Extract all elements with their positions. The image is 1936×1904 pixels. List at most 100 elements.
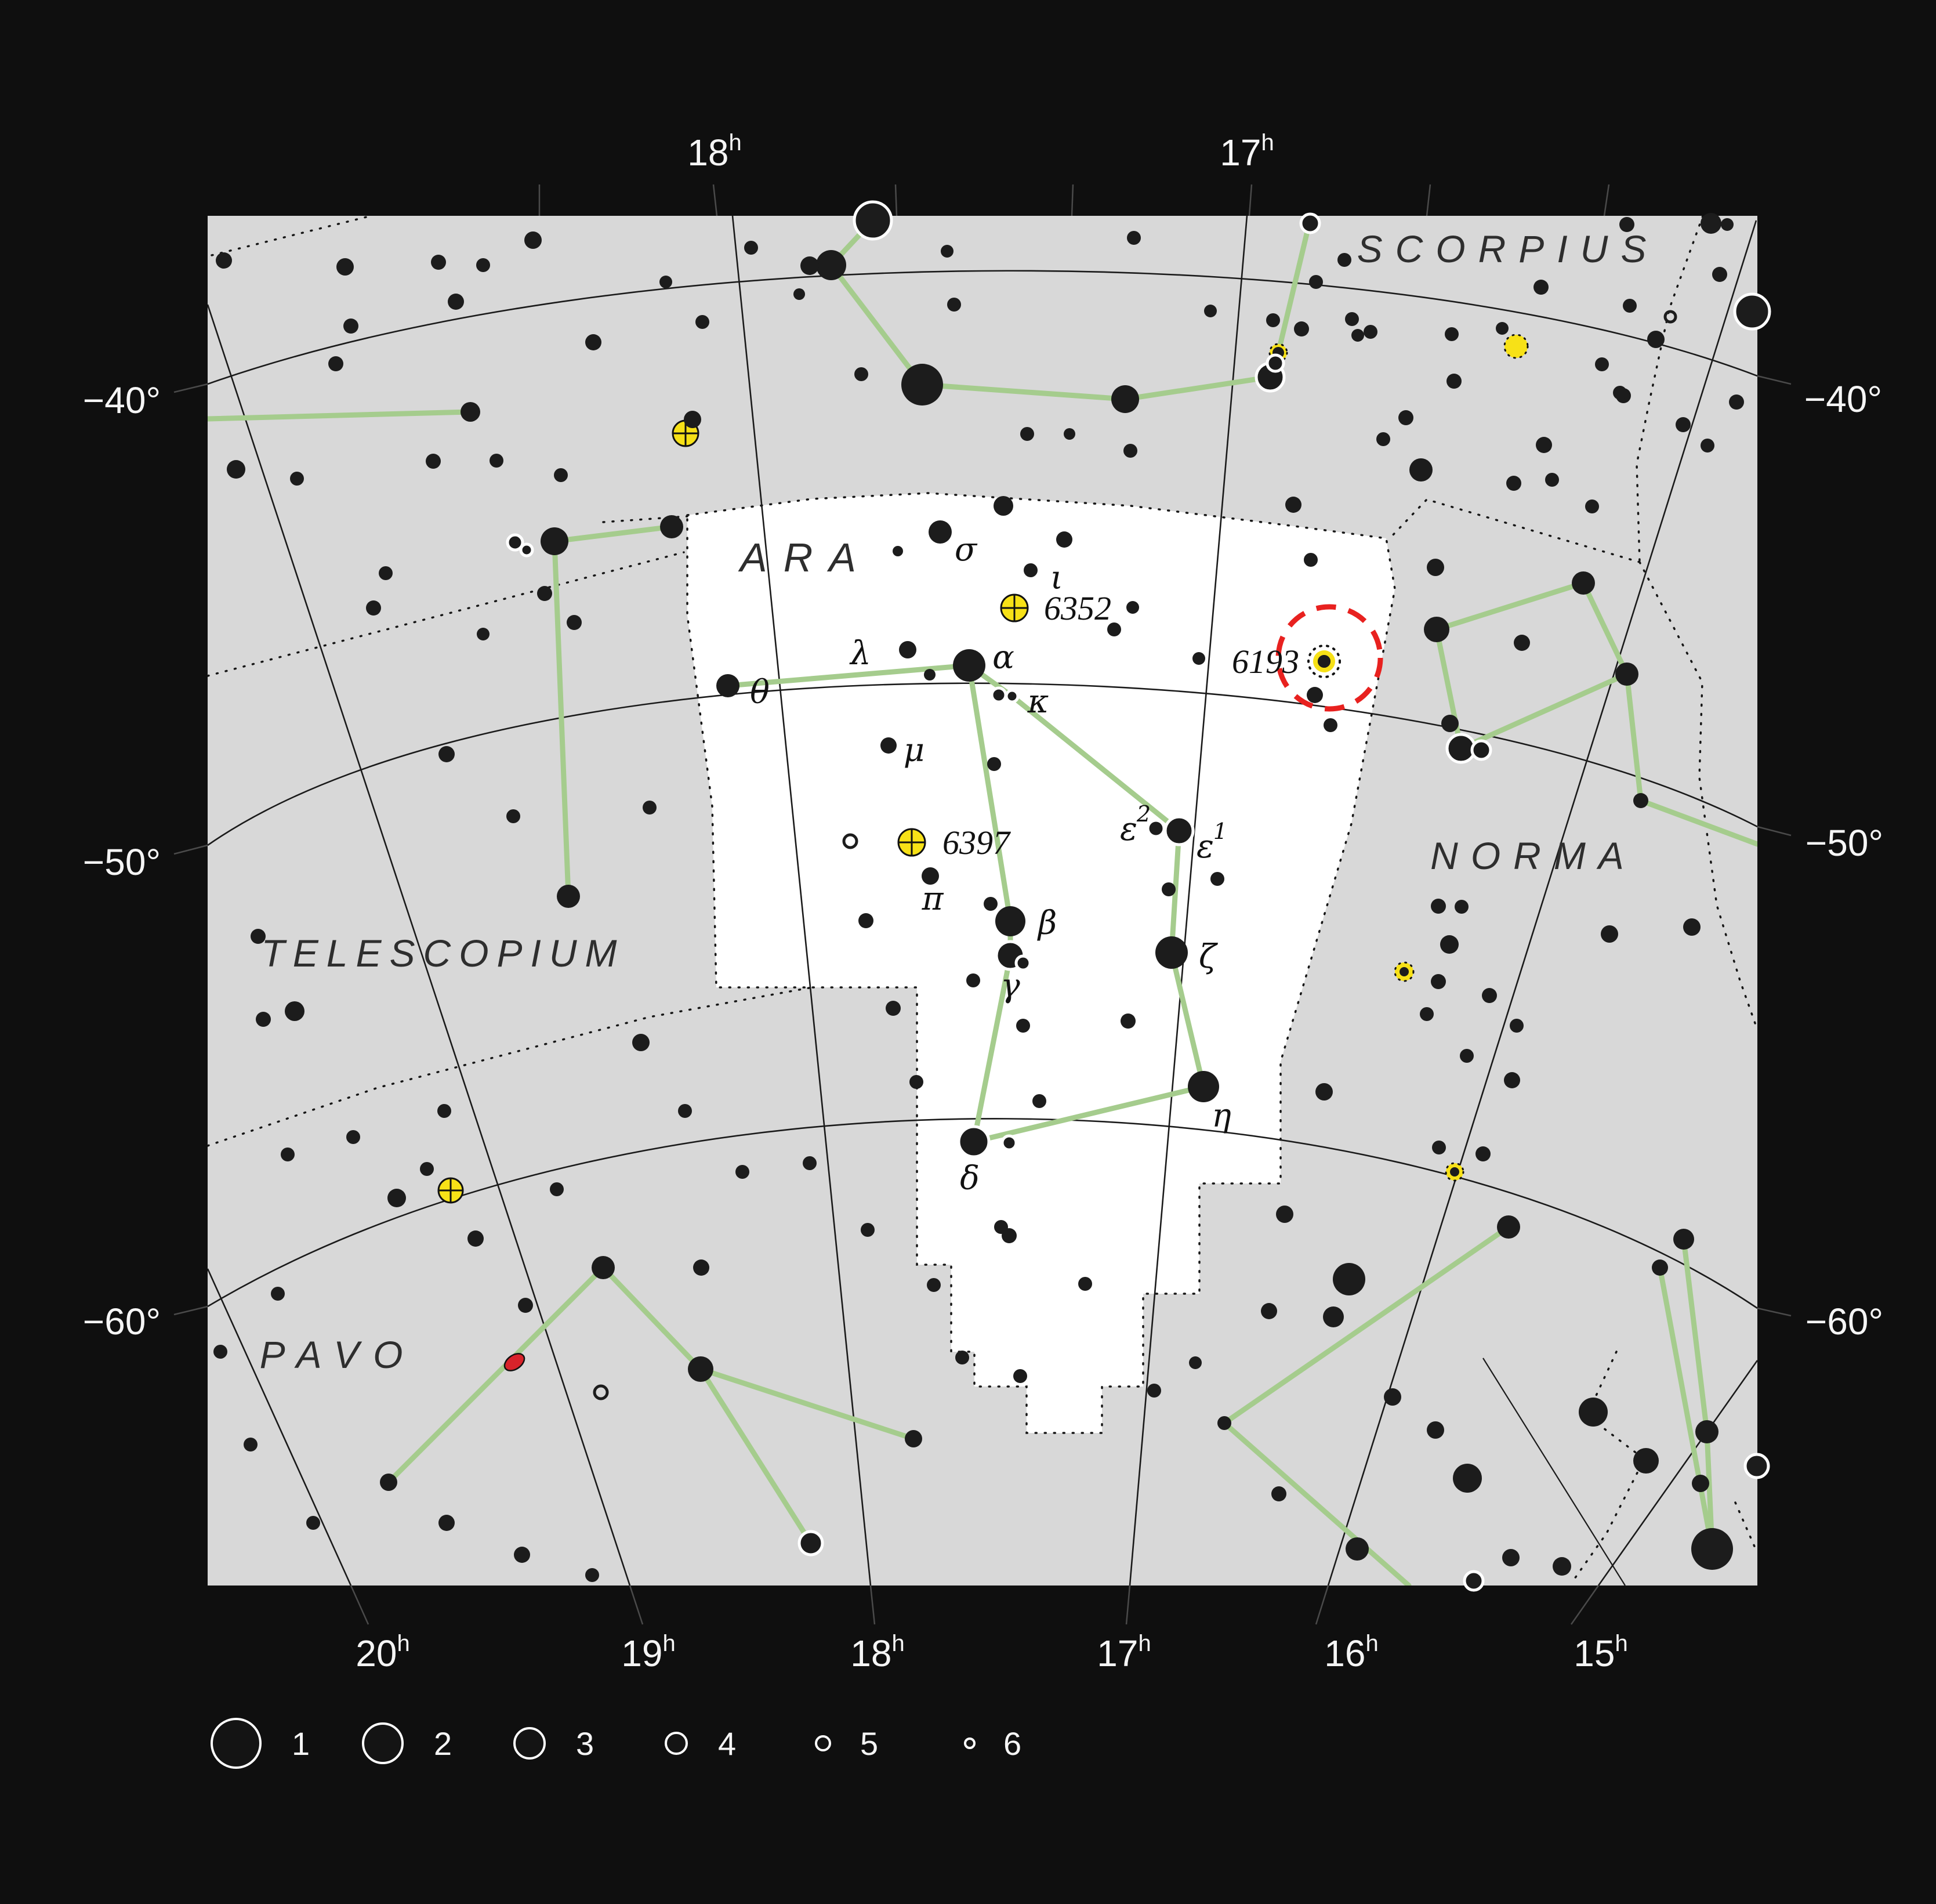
star [1475,1146,1491,1161]
star [643,801,657,815]
star [448,294,464,310]
star [1633,793,1648,808]
star [343,318,358,334]
star [537,586,552,601]
star [524,231,542,249]
star [285,1001,304,1021]
declination-gridline [208,270,1757,385]
axis-tick [173,1305,208,1316]
axis-tick [629,1585,644,1625]
globular-cluster-symbol [897,828,926,857]
dec-axis-label: −50° [1806,822,1883,864]
star [953,649,985,682]
star [1633,1448,1659,1474]
ra-axis-label: 16h [1324,1631,1378,1674]
star-designation-superscript: 1 [1213,819,1227,844]
axis-tick [1757,826,1792,837]
star [1127,231,1141,245]
star [1647,331,1665,348]
axis-tick [869,1585,876,1625]
axis-tick [1125,1585,1131,1625]
star [816,250,846,280]
star [1729,394,1744,410]
legend-magnitude-label: 2 [434,1725,452,1762]
ra-axis-label: 20h [356,1631,409,1674]
constellation-label: TELESCOPIUM [261,932,625,975]
star [213,1345,227,1359]
star [854,367,868,381]
circle [1400,967,1409,976]
star [379,566,393,580]
legend-magnitude-circle [964,1738,976,1749]
star [328,356,343,371]
star [678,1104,692,1118]
star [1455,900,1469,914]
constellation-figure-line [1122,374,1273,402]
constellation-figure-line [971,1084,1206,1145]
star [281,1148,295,1161]
star [1496,322,1509,335]
legend-magnitude-circle [513,1727,546,1760]
axis-tick [1426,184,1431,216]
constellation-figure-line [208,409,473,422]
star-designation-label: σ [955,531,978,569]
constellation-label: SCORPIUS [1357,227,1659,270]
chart-lines-group [208,216,1757,1586]
star-outlined [1005,689,1020,704]
star [387,1189,406,1207]
star [1078,1277,1092,1291]
constellation-figure-line [698,1366,814,1546]
circle [1307,645,1341,678]
star [426,454,441,469]
star [1673,1229,1694,1250]
star [659,276,672,288]
star [271,1287,285,1301]
star-outlined [1743,1453,1770,1479]
star [735,1165,749,1179]
star-open [1663,310,1677,324]
legend-magnitude-circle [665,1732,688,1755]
star-open [593,1384,609,1400]
constellation-figure-line [919,382,1128,402]
right-ascension-gridline [1327,220,1757,1586]
star [431,255,446,270]
star [995,906,1025,936]
star [256,1012,271,1027]
star [1536,437,1552,453]
star [336,258,354,276]
star [1431,974,1446,989]
star [1595,357,1609,371]
star [1126,601,1139,614]
star [1572,571,1595,595]
star-designation-label: μ [904,732,925,769]
star [1351,329,1364,342]
star [1623,299,1637,313]
star-outlined [519,542,534,558]
star [1056,531,1072,548]
dec-axis-label: −40° [1804,378,1882,420]
star [1384,1388,1401,1406]
star-designation-label: β [1037,904,1057,942]
star [899,641,916,658]
constellation-figure-line [966,663,1013,924]
star [554,468,568,482]
constellation-label: NORMA [1430,834,1637,877]
star-outlined [506,533,524,552]
star-designation-superscript: 2 [1136,801,1151,827]
star [438,746,455,762]
star [909,1075,923,1089]
constellation-figure-line [1580,580,1630,677]
star [893,546,903,556]
constellation-figure-line [1169,828,1182,955]
star [541,527,568,555]
axis-tick [894,184,898,216]
star-designation-label: ε [1197,828,1214,866]
constellation-figure-line [1434,580,1586,632]
legend-magnitude-circle [211,1718,262,1769]
right-ascension-gridline [1597,1360,1757,1586]
star [1309,275,1323,289]
star-outlined [1266,353,1285,373]
star-outlined [1014,954,1032,972]
star [290,472,304,486]
star [1398,410,1413,425]
